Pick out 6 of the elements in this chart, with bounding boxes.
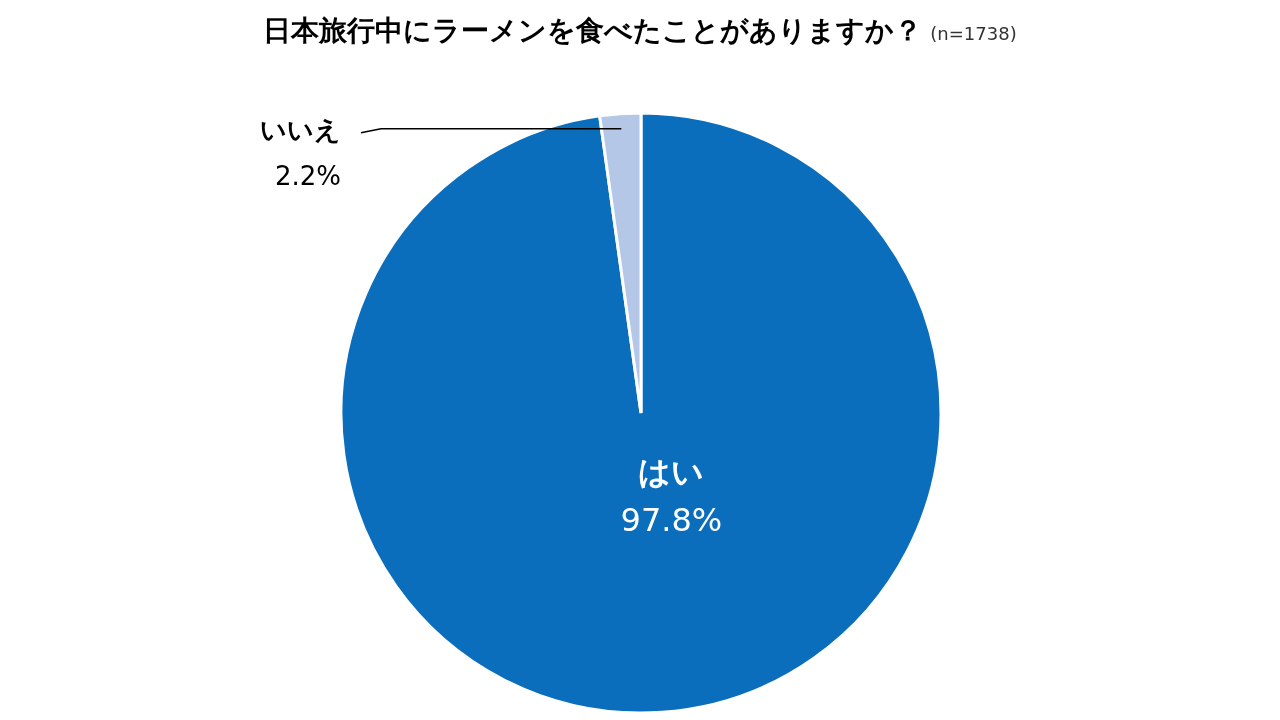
slice-label: いいえ <box>260 114 341 145</box>
data-label: 2.2% <box>274 160 341 191</box>
chart-title: 日本旅行中にラーメンを食べたことがありますか？ <box>263 14 923 47</box>
data-label: 97.8% <box>620 500 723 539</box>
slice-label: はい <box>638 452 705 491</box>
chart-subtitle: (n=1738) <box>930 23 1017 44</box>
